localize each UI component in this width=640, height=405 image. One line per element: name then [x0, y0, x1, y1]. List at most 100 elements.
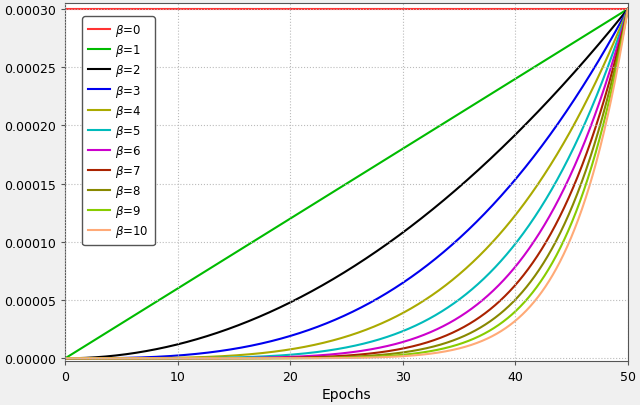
β=1 — [90, 338, 98, 343]
β=4 — [607, 47, 615, 52]
β=10 — [504, 324, 512, 329]
β=7 — [335, 354, 342, 358]
β=6 — [90, 356, 98, 361]
Line: β=8: β=8 — [65, 10, 628, 358]
β=10 — [335, 356, 342, 360]
β=1 — [607, 18, 615, 23]
β=1 — [61, 356, 69, 361]
Line: β=2: β=2 — [65, 10, 628, 358]
β=4 — [320, 341, 328, 345]
β=5 — [335, 347, 342, 352]
β=5 — [624, 8, 632, 13]
β=3 — [90, 356, 98, 361]
β=5 — [504, 251, 512, 256]
β=0 — [61, 8, 69, 13]
β=2 — [607, 28, 615, 33]
β=9 — [335, 356, 342, 360]
β=1 — [607, 18, 615, 23]
β=7 — [320, 354, 328, 359]
β=1 — [320, 196, 328, 200]
β=4 — [624, 8, 632, 13]
β=10 — [61, 356, 69, 361]
β=6 — [320, 353, 328, 358]
β=7 — [90, 356, 98, 361]
Line: β=7: β=7 — [65, 10, 628, 358]
β=10 — [607, 96, 615, 101]
β=1 — [335, 187, 342, 192]
β=5 — [320, 349, 328, 354]
β=0 — [607, 8, 615, 13]
Line: β=1: β=1 — [65, 10, 628, 358]
β=4 — [61, 356, 69, 361]
β=1 — [504, 82, 512, 87]
β=9 — [320, 356, 328, 360]
β=5 — [90, 356, 98, 361]
β=0 — [504, 8, 512, 13]
β=0 — [624, 8, 632, 13]
β=5 — [61, 356, 69, 361]
β=9 — [61, 356, 69, 361]
β=7 — [624, 8, 632, 13]
β=9 — [624, 8, 632, 13]
β=6 — [607, 64, 615, 69]
β=2 — [607, 28, 615, 32]
β=0 — [320, 8, 328, 13]
β=10 — [607, 98, 615, 102]
β=3 — [335, 316, 342, 321]
β=3 — [607, 37, 615, 42]
Line: β=3: β=3 — [65, 10, 628, 358]
β=8 — [90, 356, 98, 361]
β=0 — [335, 8, 342, 13]
β=9 — [607, 90, 615, 95]
β=2 — [624, 8, 632, 13]
β=3 — [320, 322, 328, 327]
Line: β=5: β=5 — [65, 10, 628, 358]
β=8 — [504, 305, 512, 309]
β=0 — [90, 8, 98, 13]
Line: β=4: β=4 — [65, 10, 628, 358]
β=8 — [624, 8, 632, 13]
β=5 — [607, 55, 615, 60]
β=4 — [607, 46, 615, 51]
β=7 — [504, 291, 512, 296]
β=6 — [61, 356, 69, 361]
Legend: $\beta$=0, $\beta$=1, $\beta$=2, $\beta$=3, $\beta$=4, $\beta$=5, $\beta$=6, $\b: $\beta$=0, $\beta$=1, $\beta$=2, $\beta$… — [83, 17, 155, 246]
β=10 — [320, 356, 328, 361]
β=7 — [607, 72, 615, 77]
β=2 — [320, 282, 328, 287]
β=8 — [335, 355, 342, 360]
β=9 — [90, 356, 98, 361]
β=2 — [335, 274, 342, 279]
β=7 — [607, 73, 615, 78]
β=7 — [61, 356, 69, 361]
β=9 — [504, 315, 512, 320]
β=10 — [90, 356, 98, 361]
β=2 — [504, 140, 512, 145]
β=10 — [624, 8, 632, 13]
β=6 — [504, 273, 512, 278]
β=4 — [504, 222, 512, 227]
β=6 — [335, 352, 342, 356]
β=3 — [624, 8, 632, 13]
β=5 — [607, 56, 615, 61]
β=8 — [607, 82, 615, 87]
β=9 — [607, 89, 615, 94]
β=0 — [607, 8, 615, 13]
β=3 — [61, 356, 69, 361]
Line: β=9: β=9 — [65, 10, 628, 358]
β=3 — [607, 38, 615, 43]
Line: β=10: β=10 — [65, 10, 628, 358]
β=8 — [320, 355, 328, 360]
β=2 — [90, 355, 98, 360]
X-axis label: Epochs: Epochs — [322, 387, 371, 401]
β=4 — [335, 337, 342, 341]
β=4 — [90, 356, 98, 361]
β=1 — [624, 8, 632, 13]
β=3 — [504, 186, 512, 191]
β=8 — [607, 81, 615, 85]
β=2 — [61, 356, 69, 361]
Line: β=6: β=6 — [65, 10, 628, 358]
β=6 — [624, 8, 632, 13]
β=6 — [607, 65, 615, 70]
β=8 — [61, 356, 69, 361]
